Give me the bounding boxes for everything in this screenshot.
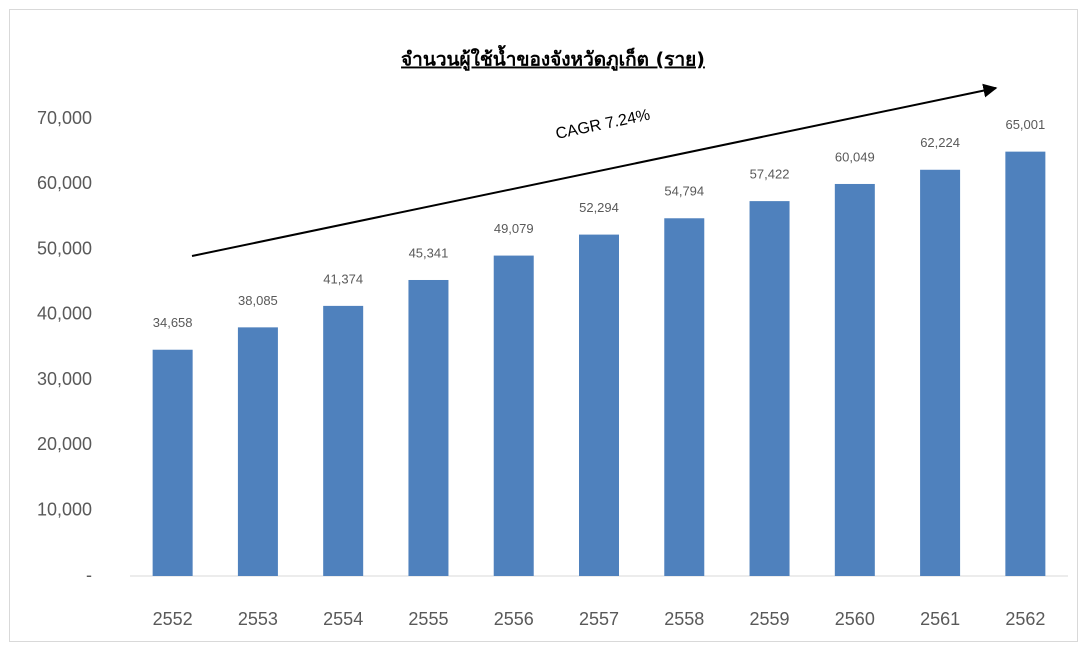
value-label: 41,374 [323,271,363,286]
y-tick-label: 50,000 [37,238,92,258]
y-tick-label: 40,000 [37,304,92,324]
x-tick-label: 2560 [835,609,875,629]
bar [1005,151,1046,576]
x-tick-label: 2557 [579,609,619,629]
x-tick-label: 2562 [1005,609,1045,629]
bar [834,183,875,576]
x-tick-label: 2556 [494,609,534,629]
value-label: 34,658 [153,315,193,330]
value-label: 57,422 [750,167,790,182]
y-tick-label: 20,000 [37,434,92,454]
x-tick-label: 2552 [153,609,193,629]
x-tick-label: 2555 [408,609,448,629]
value-label: 54,794 [664,184,704,199]
annotation: CAGR 7.24% [554,107,651,143]
y-tick-label: 70,000 [37,108,92,128]
bar [493,255,534,577]
y-tick-label: 30,000 [37,369,92,389]
y-tick-label: 60,000 [37,173,92,193]
bar [579,234,619,576]
x-tick-label: 2554 [323,609,363,629]
value-label: 38,085 [238,293,278,308]
bar [152,349,193,576]
y-tick-label: 10,000 [37,499,92,519]
value-label: 45,341 [409,245,449,260]
trend-arrow [191,83,998,257]
value-label: 65,001 [1005,117,1045,132]
bar [237,327,278,576]
bar [408,279,449,576]
value-label: 60,049 [835,149,875,164]
bar [323,305,364,576]
value-label: 62,224 [920,135,960,150]
chart-border [9,9,1078,642]
bar [920,169,961,576]
chart-title: จำนวนผู้ใช้น้ำของจังหวัดภูเก็ต (ราย) [401,45,705,72]
value-label: 49,079 [494,221,534,236]
value-label: 52,294 [579,200,619,215]
x-tick-label: 2553 [238,609,278,629]
x-tick-label: 2559 [750,609,790,629]
bar [749,201,790,576]
x-tick-label: 2561 [920,609,960,629]
y-tick-label: - [86,565,92,585]
bar [664,218,705,577]
x-tick-label: 2558 [664,609,704,629]
